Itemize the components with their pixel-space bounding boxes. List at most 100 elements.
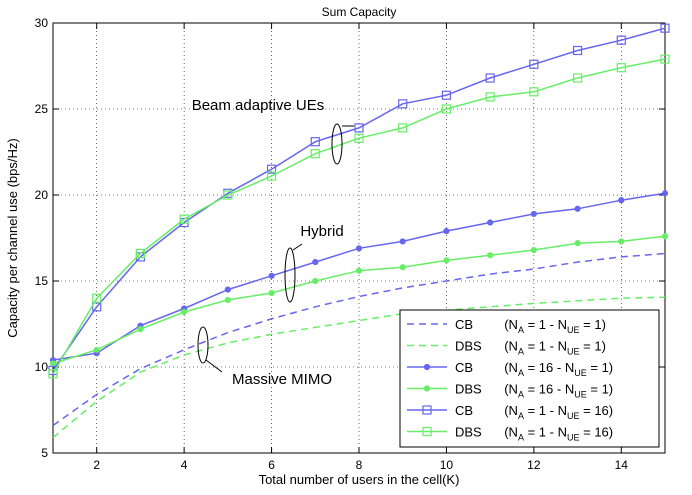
series-point: [485, 73, 495, 83]
legend-label-part: DBS: [455, 382, 482, 397]
legend-label-part: =: [524, 317, 539, 332]
x-axis-label: Total number of users in the cell(K): [259, 472, 460, 487]
annotation-ellipse: [197, 326, 209, 364]
legend-label-part: A: [518, 433, 524, 443]
series-point: [268, 289, 275, 297]
series-0: [52, 252, 666, 427]
series-line: [52, 58, 666, 375]
legend-entry: CB (NA = 1 - NUE = 16): [407, 403, 613, 421]
series-point: [661, 233, 669, 240]
legend-entry: CB (NA = 1 - NUE = 1): [407, 317, 606, 335]
series-point: [485, 92, 495, 102]
series-5: [48, 54, 670, 379]
series-point: [312, 258, 319, 266]
series-point: [616, 35, 626, 45]
x-tick-label: 4: [181, 458, 188, 472]
series-point: [443, 228, 450, 235]
series-point: [398, 123, 408, 133]
series-point: [660, 54, 670, 64]
legend-label-part: =: [580, 339, 595, 354]
series-3: [49, 233, 669, 367]
legend-label-part: =: [580, 317, 595, 332]
series-point: [135, 248, 146, 259]
legend-label-part: UE: [574, 368, 587, 378]
legend-label-part: CB: [455, 403, 473, 418]
legend-label-part: 16: [539, 360, 553, 375]
legend-label-part: =: [524, 360, 539, 375]
series-line: [52, 296, 666, 439]
x-tick-label: 8: [356, 458, 363, 472]
series-point: [487, 252, 494, 259]
series-point: [266, 164, 277, 174]
legend-label-part: DBS: [455, 425, 482, 440]
legend-entry: DBS (NA = 1 - NUE = 16): [407, 425, 613, 443]
legend-swatch-marker: [423, 385, 431, 392]
legend-label-part: 1: [602, 382, 609, 397]
series-point: [310, 149, 320, 159]
legend-label-part: ): [602, 317, 606, 332]
annotation-ellipse: [284, 247, 296, 303]
legend-label: DBS (NA = 1 - NUE = 16): [455, 425, 613, 443]
series-point: [399, 238, 406, 245]
series-point: [93, 346, 100, 353]
legend-entry: DBS (NA = 16 - NUE = 1): [407, 382, 613, 400]
legend-label-part: (N: [497, 360, 518, 375]
legend-label-part: - N: [546, 317, 567, 332]
series-1: [52, 296, 666, 439]
legend-label-part: UE: [567, 411, 580, 421]
series-lines: [48, 23, 670, 439]
legend-label-part: 16: [539, 382, 553, 397]
y-tick-label: 25: [35, 102, 49, 116]
series-point: [49, 360, 57, 367]
series-point: [224, 286, 231, 293]
legend-label-part: UE: [567, 347, 580, 357]
legend-label-part: UE: [567, 433, 580, 443]
legend-label: CB (NA = 1 - NUE = 1): [455, 317, 606, 335]
legend-label-part: (N: [497, 382, 518, 397]
x-tick-label: 6: [268, 458, 275, 472]
legend-label-part: (N: [497, 339, 518, 354]
legend-label-part: A: [518, 390, 524, 400]
series-point: [354, 133, 364, 143]
annotation-label: Hybrid: [300, 223, 343, 240]
legend-label: CB (NA = 16 - NUE = 1): [455, 360, 613, 378]
series-point: [441, 104, 452, 114]
annotation-pointer: [205, 359, 223, 373]
series-point: [312, 277, 319, 285]
legend-entry: CB (NA = 16 - NUE = 1): [407, 360, 613, 378]
chart-title: Sum Capacity: [322, 5, 397, 19]
legend-label-part: =: [587, 360, 602, 375]
series-line: [52, 27, 666, 371]
series-point: [616, 63, 626, 73]
legend-label-part: DBS: [455, 339, 482, 354]
series-point: [574, 205, 581, 212]
series-point: [355, 267, 363, 274]
legend-label-part: (N: [497, 425, 518, 440]
series-point: [661, 190, 669, 197]
legend-label-part: - N: [553, 382, 574, 397]
x-tick-label: 12: [527, 458, 541, 472]
y-tick-label: 30: [35, 16, 49, 30]
series-point: [441, 90, 452, 100]
legend-label-part: A: [518, 325, 524, 335]
x-tick-label: 2: [93, 458, 100, 472]
x-tick-label: 14: [615, 458, 629, 472]
legend-label-part: - N: [546, 403, 567, 418]
legend-label-part: - N: [553, 360, 574, 375]
legend-label-part: ): [609, 425, 613, 440]
legend-label-part: =: [524, 403, 539, 418]
series-point: [354, 123, 364, 133]
legend: CB (NA = 1 - NUE = 1)DBS (NA = 1 - NUE =…: [399, 309, 660, 448]
series-point: [355, 245, 363, 252]
legend-label-part: A: [518, 368, 524, 378]
legend-label-part: 1: [539, 317, 546, 332]
series-2: [49, 190, 669, 364]
legend-label-part: ): [609, 403, 613, 418]
legend-label-part: - N: [546, 425, 567, 440]
series-point: [48, 369, 58, 379]
legend-label-part: =: [524, 339, 539, 354]
series-point: [398, 99, 408, 109]
legend-label: DBS (NA = 16 - NUE = 1): [455, 382, 613, 400]
legend-label-part: 16: [594, 425, 608, 440]
